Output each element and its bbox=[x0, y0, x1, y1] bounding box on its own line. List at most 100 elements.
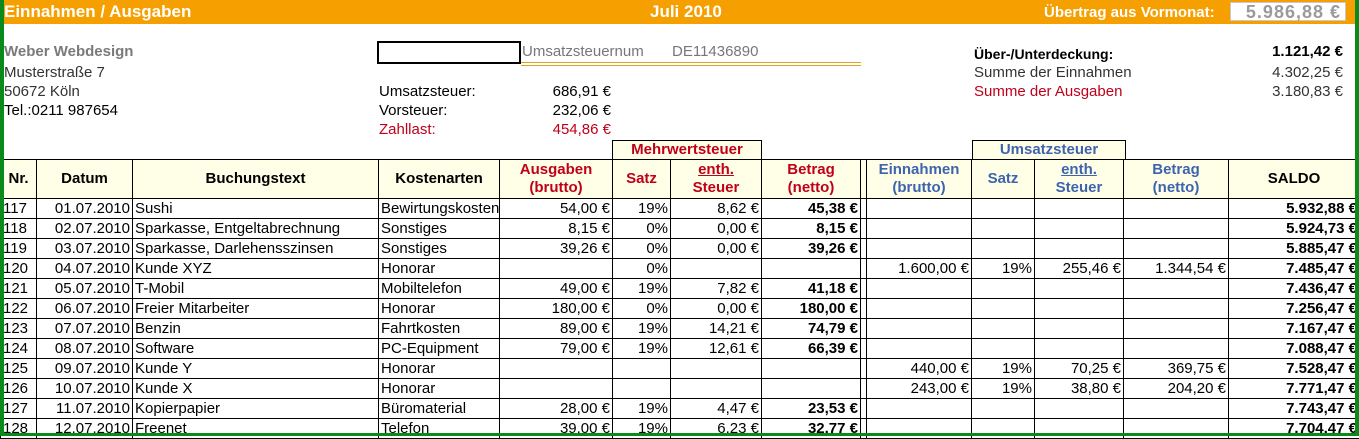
cell-exp-net[interactable]: 74,79 € bbox=[762, 319, 861, 339]
cell-exp-net[interactable]: 66,39 € bbox=[762, 339, 861, 359]
cell-exp-rate[interactable] bbox=[613, 379, 671, 399]
cell-exp-rate[interactable]: 19% bbox=[613, 339, 671, 359]
cell-saldo[interactable]: 7.088,47 € bbox=[1229, 339, 1359, 359]
cell-category[interactable]: Honorar bbox=[379, 299, 500, 319]
cell-nr[interactable]: 124 bbox=[1, 339, 37, 359]
col-exp-rate-header[interactable]: Satz bbox=[613, 160, 671, 199]
cell-exp-gross[interactable]: 89,00 € bbox=[500, 319, 613, 339]
cell-text[interactable]: T-Mobil bbox=[133, 279, 379, 299]
cell-date[interactable]: 04.07.2010 bbox=[37, 259, 133, 279]
cell-inc-rate[interactable] bbox=[972, 239, 1035, 259]
cell-exp-rate[interactable]: 0% bbox=[613, 239, 671, 259]
cell-inc-tax[interactable] bbox=[1035, 219, 1124, 239]
cell-exp-tax[interactable]: 8,62 € bbox=[671, 199, 762, 219]
cell-saldo[interactable]: 7.485,47 € bbox=[1229, 259, 1359, 279]
cell-saldo[interactable]: 7.771,47 € bbox=[1229, 379, 1359, 399]
cell-exp-net[interactable] bbox=[762, 259, 861, 279]
cell-date[interactable]: 07.07.2010 bbox=[37, 319, 133, 339]
carry-value-cell[interactable]: 5.986,88 € bbox=[1230, 2, 1346, 21]
cell-inc-gross[interactable] bbox=[867, 399, 972, 419]
cell-exp-gross[interactable]: 180,00 € bbox=[500, 299, 613, 319]
cell-inc-net[interactable] bbox=[1124, 199, 1229, 219]
cell-inc-rate[interactable] bbox=[972, 319, 1035, 339]
cell-nr[interactable]: 123 bbox=[1, 319, 37, 339]
cell-category[interactable]: Sonstiges bbox=[379, 239, 500, 259]
cell-exp-gross[interactable]: 39,26 € bbox=[500, 239, 613, 259]
cell-inc-net[interactable]: 204,20 € bbox=[1124, 379, 1229, 399]
cell-inc-rate[interactable]: 19% bbox=[972, 359, 1035, 379]
cell-inc-tax[interactable] bbox=[1035, 199, 1124, 219]
tax-id-input-cell[interactable] bbox=[377, 41, 521, 64]
cell-exp-net[interactable]: 23,53 € bbox=[762, 399, 861, 419]
col-inc-gross-header[interactable]: Einnahmen(brutto) bbox=[867, 160, 972, 199]
cell-inc-rate[interactable] bbox=[972, 299, 1035, 319]
cell-date[interactable]: 01.07.2010 bbox=[37, 199, 133, 219]
cell-inc-gross[interactable] bbox=[867, 219, 972, 239]
col-inc-net-header[interactable]: Betrag(netto) bbox=[1124, 160, 1229, 199]
cell-inc-tax[interactable]: 70,25 € bbox=[1035, 359, 1124, 379]
col-nr-header[interactable]: Nr. bbox=[1, 160, 37, 199]
cell-nr[interactable]: 118 bbox=[1, 219, 37, 239]
cell-inc-rate[interactable] bbox=[972, 399, 1035, 419]
cell-date[interactable]: 02.07.2010 bbox=[37, 219, 133, 239]
cell-exp-tax[interactable]: 0,00 € bbox=[671, 219, 762, 239]
cell-inc-gross[interactable] bbox=[867, 339, 972, 359]
cell-inc-tax[interactable] bbox=[1035, 339, 1124, 359]
cell-inc-gross[interactable] bbox=[867, 199, 972, 219]
cell-exp-rate[interactable]: 19% bbox=[613, 199, 671, 219]
cell-exp-net[interactable]: 41,18 € bbox=[762, 279, 861, 299]
cell-exp-net[interactable]: 180,00 € bbox=[762, 299, 861, 319]
cell-exp-net[interactable]: 45,38 € bbox=[762, 199, 861, 219]
cell-saldo[interactable]: 7.167,47 € bbox=[1229, 319, 1359, 339]
cell-inc-rate[interactable] bbox=[972, 339, 1035, 359]
cell-category[interactable]: Honorar bbox=[379, 379, 500, 399]
cell-date[interactable]: 08.07.2010 bbox=[37, 339, 133, 359]
cell-date[interactable]: 09.07.2010 bbox=[37, 359, 133, 379]
cell-text[interactable]: Sushi bbox=[133, 199, 379, 219]
col-text-header[interactable]: Buchungstext bbox=[133, 160, 379, 199]
cell-exp-net[interactable]: 8,15 € bbox=[762, 219, 861, 239]
cell-text[interactable]: Benzin bbox=[133, 319, 379, 339]
cell-inc-net[interactable] bbox=[1124, 219, 1229, 239]
cell-inc-gross[interactable]: 440,00 € bbox=[867, 359, 972, 379]
cell-inc-rate[interactable] bbox=[972, 279, 1035, 299]
col-date-header[interactable]: Datum bbox=[37, 160, 133, 199]
cell-date[interactable]: 05.07.2010 bbox=[37, 279, 133, 299]
cell-date[interactable]: 06.07.2010 bbox=[37, 299, 133, 319]
cell-date[interactable]: 03.07.2010 bbox=[37, 239, 133, 259]
cell-nr[interactable]: 127 bbox=[1, 399, 37, 419]
cell-nr[interactable]: 117 bbox=[1, 199, 37, 219]
cell-exp-gross[interactable] bbox=[500, 359, 613, 379]
cell-saldo[interactable]: 7.528,47 € bbox=[1229, 359, 1359, 379]
cell-category[interactable]: Honorar bbox=[379, 259, 500, 279]
cell-exp-net[interactable]: 39,26 € bbox=[762, 239, 861, 259]
cell-inc-rate[interactable] bbox=[972, 199, 1035, 219]
cell-category[interactable]: PC-Equipment bbox=[379, 339, 500, 359]
col-saldo-header[interactable]: SALDO bbox=[1229, 160, 1359, 199]
cell-inc-rate[interactable] bbox=[972, 219, 1035, 239]
cell-text[interactable]: Software bbox=[133, 339, 379, 359]
cell-exp-gross[interactable]: 28,00 € bbox=[500, 399, 613, 419]
cell-inc-gross[interactable] bbox=[867, 239, 972, 259]
cell-saldo[interactable]: 5.885,47 € bbox=[1229, 239, 1359, 259]
cell-exp-gross[interactable] bbox=[500, 379, 613, 399]
cell-exp-gross[interactable]: 49,00 € bbox=[500, 279, 613, 299]
cell-inc-tax[interactable] bbox=[1035, 299, 1124, 319]
cell-inc-net[interactable] bbox=[1124, 339, 1229, 359]
cell-inc-gross[interactable] bbox=[867, 279, 972, 299]
cell-exp-rate[interactable]: 19% bbox=[613, 399, 671, 419]
cell-category[interactable]: Sonstiges bbox=[379, 219, 500, 239]
cell-inc-gross[interactable] bbox=[867, 299, 972, 319]
cell-exp-net[interactable] bbox=[762, 379, 861, 399]
cell-inc-net[interactable] bbox=[1124, 399, 1229, 419]
cell-nr[interactable]: 121 bbox=[1, 279, 37, 299]
cell-category[interactable]: Honorar bbox=[379, 359, 500, 379]
cell-saldo[interactable]: 5.932,88 € bbox=[1229, 199, 1359, 219]
cell-text[interactable]: Kopierpapier bbox=[133, 399, 379, 419]
cell-saldo[interactable]: 7.743,47 € bbox=[1229, 399, 1359, 419]
cell-inc-net[interactable]: 1.344,54 € bbox=[1124, 259, 1229, 279]
cell-inc-tax[interactable] bbox=[1035, 279, 1124, 299]
cell-saldo[interactable]: 7.256,47 € bbox=[1229, 299, 1359, 319]
cell-inc-tax[interactable] bbox=[1035, 319, 1124, 339]
cell-inc-tax[interactable]: 38,80 € bbox=[1035, 379, 1124, 399]
